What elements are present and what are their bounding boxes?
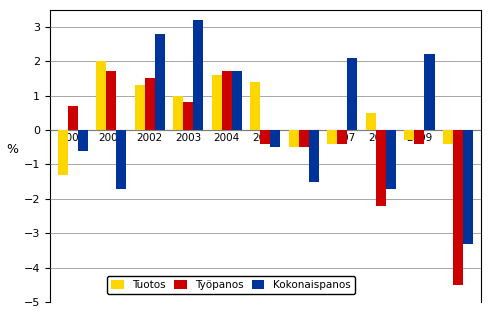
Bar — [270, 130, 280, 147]
Bar — [250, 82, 260, 130]
Bar — [415, 130, 425, 144]
Bar — [96, 61, 106, 130]
Bar — [366, 113, 376, 130]
Bar — [106, 72, 116, 130]
Y-axis label: %: % — [6, 143, 18, 156]
Bar — [309, 130, 319, 182]
Bar — [337, 130, 347, 144]
Bar — [347, 58, 358, 130]
Bar — [68, 106, 78, 130]
Bar — [425, 54, 434, 130]
Bar — [135, 85, 145, 130]
Bar — [222, 72, 232, 130]
Bar — [116, 130, 126, 189]
Bar — [232, 72, 242, 130]
Bar — [173, 96, 184, 130]
Bar — [155, 34, 165, 130]
Bar — [299, 130, 309, 147]
Bar — [443, 130, 453, 144]
Bar — [386, 130, 396, 189]
Bar — [260, 130, 270, 144]
Bar — [212, 75, 222, 130]
Bar — [327, 130, 337, 144]
Bar — [145, 78, 155, 130]
Bar — [404, 130, 415, 140]
Legend: Tuotos, Työpanos, Kokonaispanos: Tuotos, Työpanos, Kokonaispanos — [107, 276, 355, 294]
Bar — [463, 130, 473, 244]
Bar — [58, 130, 68, 175]
Bar — [289, 130, 299, 147]
Bar — [376, 130, 386, 206]
Bar — [193, 20, 203, 130]
Bar — [184, 102, 193, 130]
Bar — [78, 130, 88, 151]
Bar — [453, 130, 463, 285]
